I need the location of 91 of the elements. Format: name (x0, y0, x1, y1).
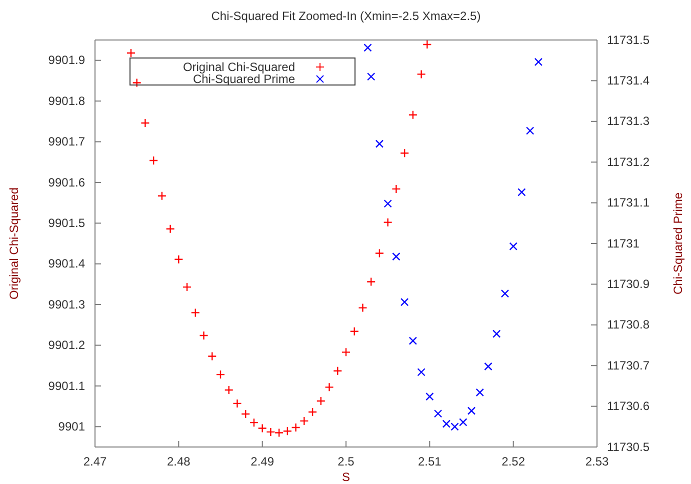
point (367, 72, 376, 81)
point (291, 422, 300, 432)
point (333, 366, 342, 376)
y2-tick-label: 11731.2 (607, 154, 650, 169)
point (374, 248, 384, 258)
point (241, 409, 250, 419)
x-tick-label: 2.51 (418, 454, 442, 469)
point (190, 308, 200, 318)
x-tick-label: 2.52 (502, 454, 526, 469)
point (224, 385, 234, 395)
point (199, 330, 208, 340)
x-tick-label: 2.47 (83, 454, 107, 469)
point (324, 382, 334, 392)
chart-title: Chi-Squared Fit Zoomed-In (Xmin=-2.5 Xmax=2.5) (211, 9, 481, 23)
x-axis-title: S (342, 470, 350, 484)
y2-tick-label: 11731 (607, 236, 640, 250)
point (182, 282, 192, 292)
point (341, 348, 351, 357)
y-tick-label: 9901.3 (48, 297, 86, 312)
point (526, 126, 534, 135)
point (274, 428, 284, 438)
y-tick-label: 9901.1 (48, 378, 86, 393)
y2-tick-label: 11730.7 (607, 358, 650, 372)
point (400, 298, 409, 306)
point (249, 418, 259, 428)
y2-tick-label: 11731.5 (607, 32, 650, 47)
point (208, 352, 217, 361)
point (408, 110, 418, 120)
point (166, 224, 175, 234)
point (364, 44, 372, 52)
point (383, 218, 392, 227)
point (422, 40, 432, 50)
point (148, 156, 158, 166)
point (408, 336, 418, 345)
point (492, 330, 501, 338)
legend-label: Original Chi-Squared (182, 60, 295, 74)
y-tick-label: 9901.6 (48, 175, 86, 190)
x-tick-label: 2.49 (250, 454, 274, 469)
y-tick-label: 9901.9 (48, 53, 86, 68)
point (426, 392, 434, 401)
point (392, 184, 401, 194)
y-tick-label: 9901.2 (48, 338, 86, 352)
point (366, 277, 376, 286)
point (258, 424, 267, 433)
point (400, 148, 410, 158)
y2-axis-title: Chi-Squared Prime (671, 192, 685, 295)
y-axis-title: Original Chi-Squared (7, 187, 21, 300)
point (484, 362, 492, 371)
point (266, 427, 276, 437)
y2-tick-label: 11731.4 (607, 74, 650, 88)
point (316, 396, 326, 406)
x-tick-label: 2.5 (338, 454, 355, 469)
point (350, 326, 359, 336)
point (459, 418, 468, 426)
point (534, 58, 543, 66)
point (126, 48, 136, 58)
point (375, 140, 384, 148)
point (392, 252, 400, 261)
legend-label: Chi-Squared Prime (192, 72, 296, 86)
y-tick-label: 9901.4 (48, 256, 86, 271)
point (132, 78, 142, 88)
point (417, 368, 426, 376)
x-tick-label: 2.48 (166, 454, 191, 469)
point (467, 406, 476, 415)
point (300, 416, 309, 426)
point (416, 70, 426, 79)
point (216, 370, 226, 380)
point (157, 191, 167, 200)
y2-tick-label: 11731.3 (607, 114, 650, 128)
y2-tick-label: 11730.6 (607, 399, 650, 414)
point (476, 388, 484, 397)
y2-tick-label: 11730.8 (607, 318, 650, 332)
point (308, 407, 318, 417)
y2-tick-label: 11730.9 (607, 277, 650, 292)
point (140, 118, 150, 128)
point (434, 410, 442, 418)
point (500, 289, 510, 298)
point (384, 200, 392, 208)
y2-tick-label: 11730.5 (607, 440, 650, 454)
x-tick-label: 2.53 (585, 454, 609, 469)
y-tick-label: 9901.7 (48, 134, 86, 149)
point (174, 254, 184, 264)
y-tick-label: 9901 (58, 419, 86, 434)
point (282, 426, 292, 436)
y-tick-label: 9901.8 (48, 94, 86, 108)
point (358, 303, 368, 312)
y2-tick-label: 11731.1 (607, 196, 650, 210)
point (518, 188, 526, 196)
point (232, 398, 242, 408)
point (509, 242, 518, 250)
y-tick-label: 9901.5 (48, 216, 86, 230)
